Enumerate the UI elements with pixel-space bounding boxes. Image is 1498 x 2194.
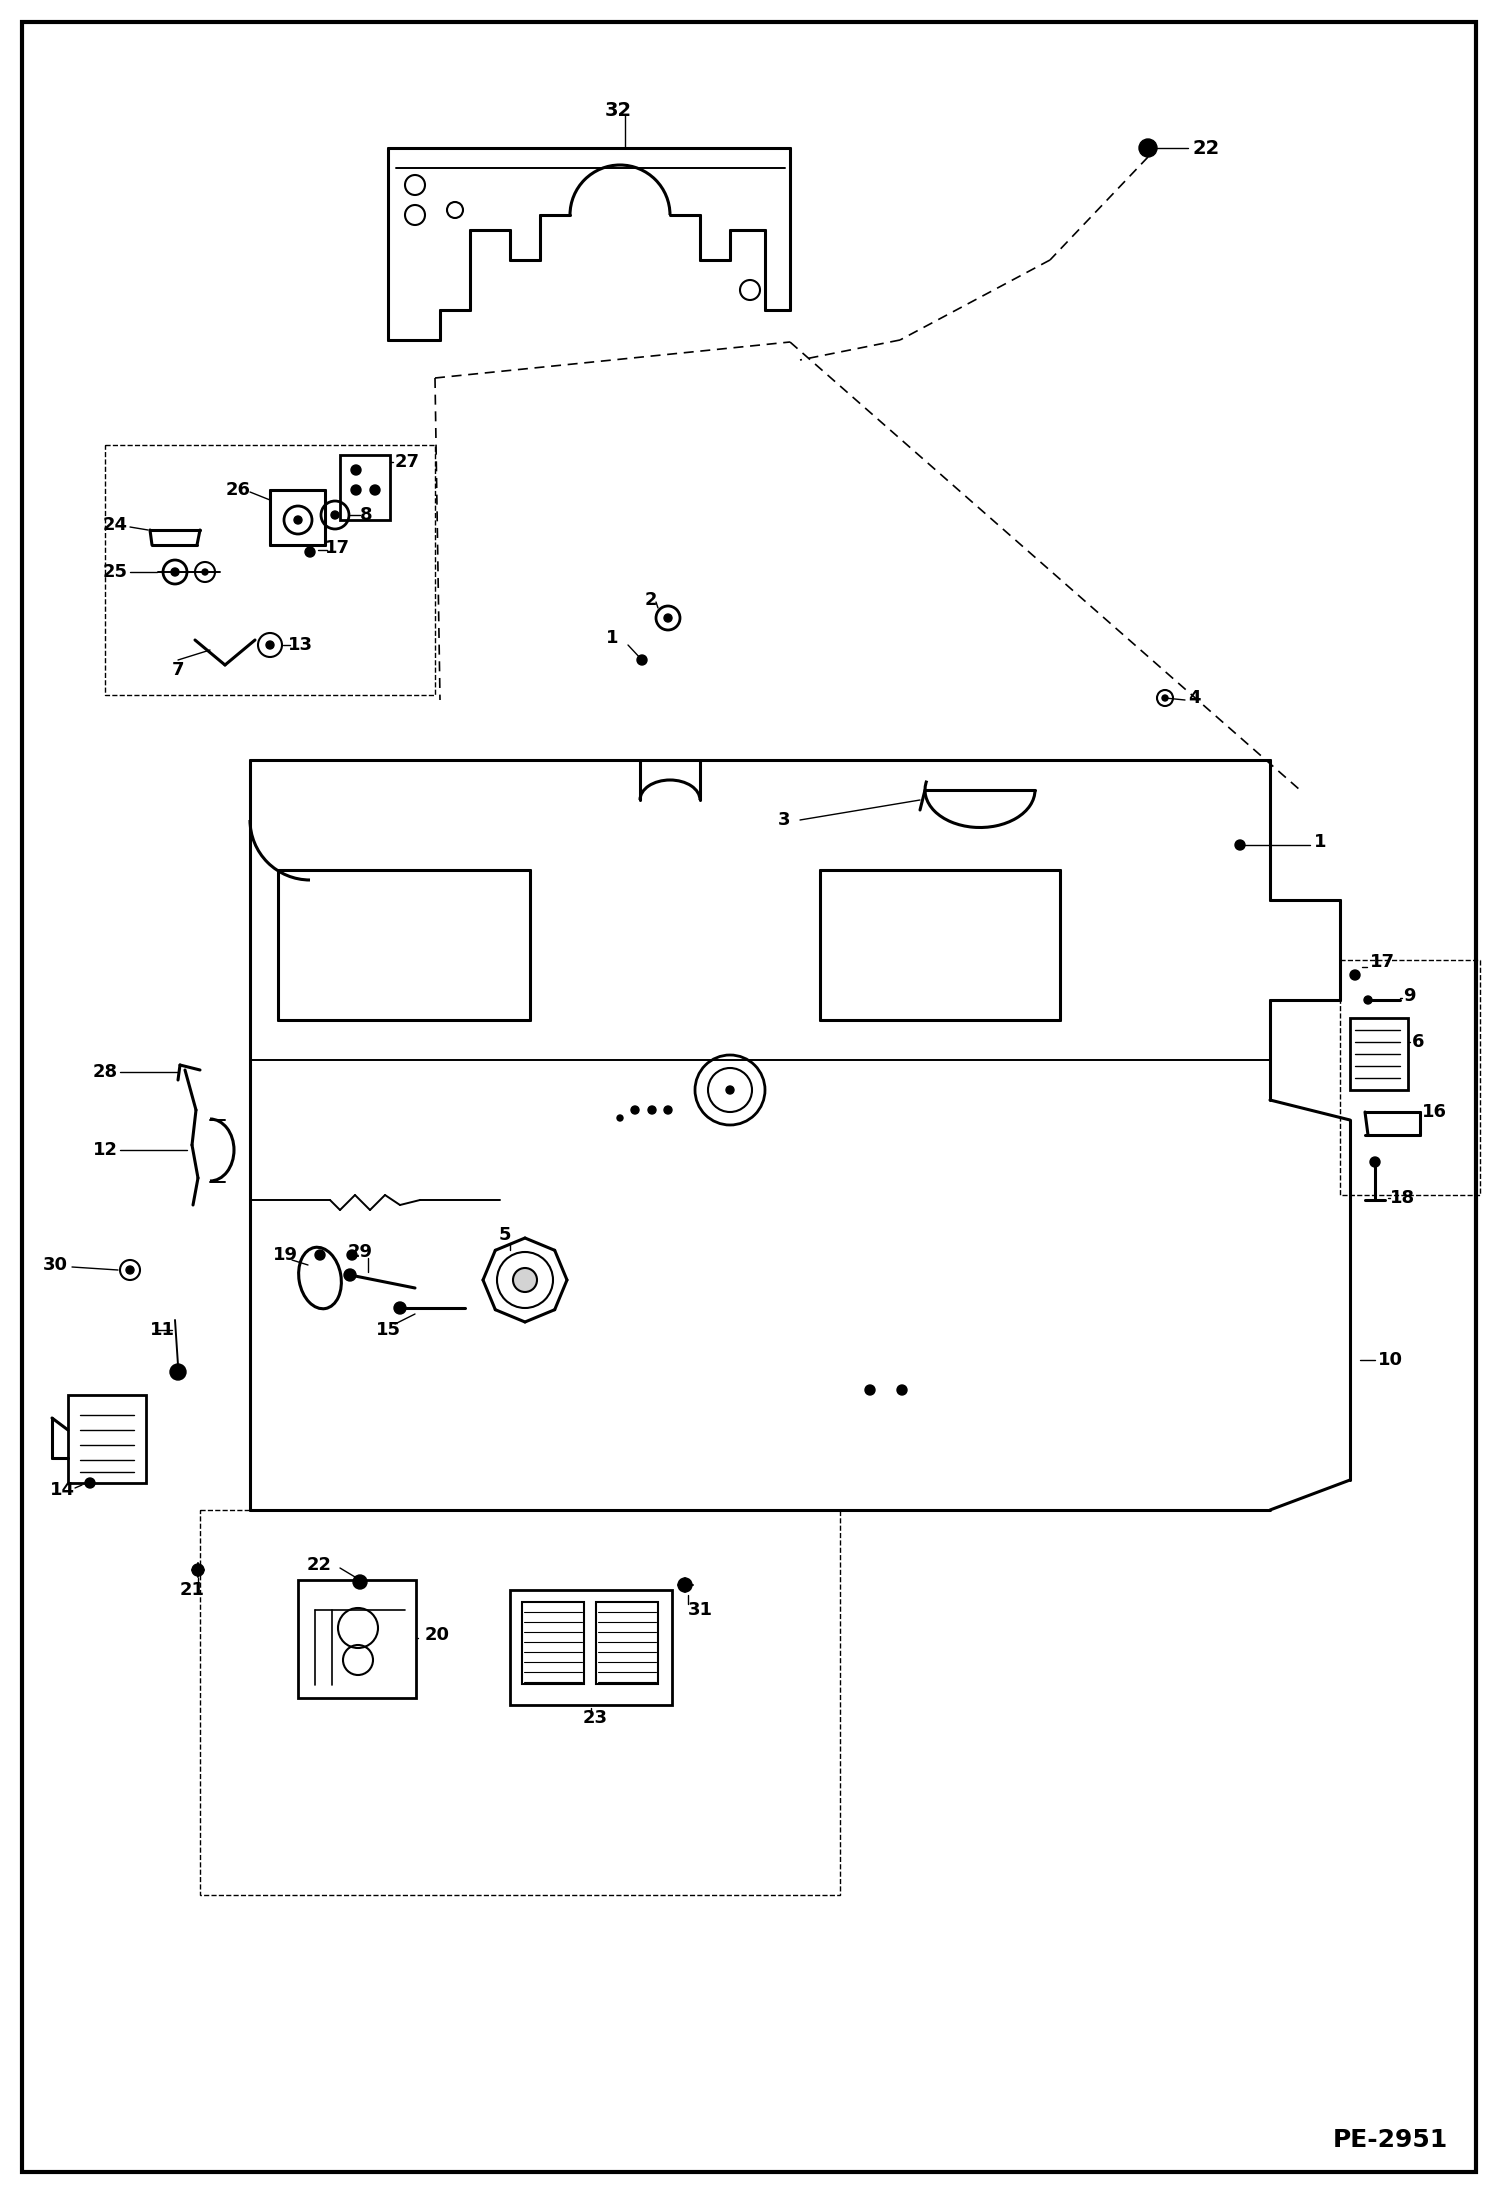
Text: 26: 26: [226, 480, 250, 498]
Text: 25: 25: [103, 564, 127, 581]
Circle shape: [354, 1575, 367, 1588]
Circle shape: [1371, 1156, 1380, 1167]
Circle shape: [315, 1251, 325, 1259]
Text: 17: 17: [325, 540, 351, 557]
Text: 12: 12: [93, 1141, 118, 1158]
Text: 11: 11: [150, 1321, 175, 1338]
Text: 18: 18: [1390, 1189, 1416, 1207]
Text: 22: 22: [307, 1556, 333, 1573]
Circle shape: [126, 1266, 133, 1275]
Circle shape: [1162, 695, 1168, 702]
Circle shape: [1365, 996, 1372, 1005]
Circle shape: [727, 1086, 734, 1095]
Text: 4: 4: [1188, 689, 1200, 706]
Bar: [596, 1602, 658, 1685]
Bar: [340, 454, 389, 520]
Text: 1: 1: [605, 630, 619, 647]
Text: 8: 8: [360, 507, 373, 524]
Text: 13: 13: [288, 636, 313, 654]
Circle shape: [331, 511, 339, 520]
Bar: [1341, 961, 1480, 1196]
Bar: [509, 1591, 673, 1705]
Text: 30: 30: [43, 1255, 67, 1275]
Text: 20: 20: [425, 1626, 449, 1643]
Text: 3: 3: [777, 812, 789, 829]
Circle shape: [664, 1106, 673, 1115]
Circle shape: [631, 1106, 640, 1115]
Circle shape: [202, 568, 208, 575]
Text: 24: 24: [103, 516, 127, 533]
Circle shape: [679, 1577, 692, 1593]
Circle shape: [864, 1384, 875, 1395]
Text: 32: 32: [604, 101, 632, 118]
Circle shape: [171, 568, 178, 577]
Circle shape: [1138, 138, 1156, 158]
Text: 1: 1: [1314, 834, 1327, 851]
Text: 19: 19: [273, 1246, 298, 1264]
Bar: [105, 445, 434, 695]
Circle shape: [394, 1301, 406, 1314]
Circle shape: [649, 1106, 656, 1115]
Bar: [201, 1509, 840, 1896]
Text: 22: 22: [1192, 138, 1219, 158]
Text: 21: 21: [180, 1582, 205, 1599]
Text: 6: 6: [1413, 1033, 1425, 1051]
Circle shape: [512, 1268, 536, 1292]
Text: 17: 17: [1371, 952, 1395, 972]
Text: 10: 10: [1378, 1352, 1404, 1369]
Text: 31: 31: [688, 1602, 713, 1619]
Text: 27: 27: [395, 452, 419, 472]
Text: 28: 28: [93, 1064, 118, 1082]
Text: 2: 2: [646, 590, 658, 610]
Text: 14: 14: [49, 1481, 75, 1499]
Text: 5: 5: [499, 1226, 511, 1244]
Circle shape: [897, 1384, 906, 1395]
Bar: [67, 1395, 145, 1483]
Bar: [298, 1580, 416, 1698]
Text: 16: 16: [1422, 1104, 1447, 1121]
Circle shape: [267, 641, 274, 649]
Bar: [1350, 1018, 1408, 1090]
Text: 23: 23: [583, 1709, 608, 1727]
Circle shape: [351, 485, 361, 496]
Circle shape: [345, 1268, 357, 1281]
Text: 15: 15: [376, 1321, 400, 1338]
Circle shape: [637, 656, 647, 665]
Circle shape: [306, 546, 315, 557]
Circle shape: [294, 516, 303, 524]
Text: 29: 29: [348, 1244, 373, 1262]
Text: 7: 7: [172, 660, 184, 678]
Circle shape: [1234, 840, 1245, 849]
Circle shape: [85, 1479, 94, 1488]
Circle shape: [348, 1251, 357, 1259]
Circle shape: [351, 465, 361, 474]
Circle shape: [192, 1564, 204, 1575]
Circle shape: [1350, 970, 1360, 981]
Circle shape: [664, 614, 673, 623]
Circle shape: [617, 1115, 623, 1121]
Bar: [521, 1602, 584, 1685]
Circle shape: [169, 1365, 186, 1380]
Text: PE-2951: PE-2951: [1332, 2128, 1447, 2152]
Text: 9: 9: [1404, 987, 1416, 1005]
Circle shape: [370, 485, 380, 496]
